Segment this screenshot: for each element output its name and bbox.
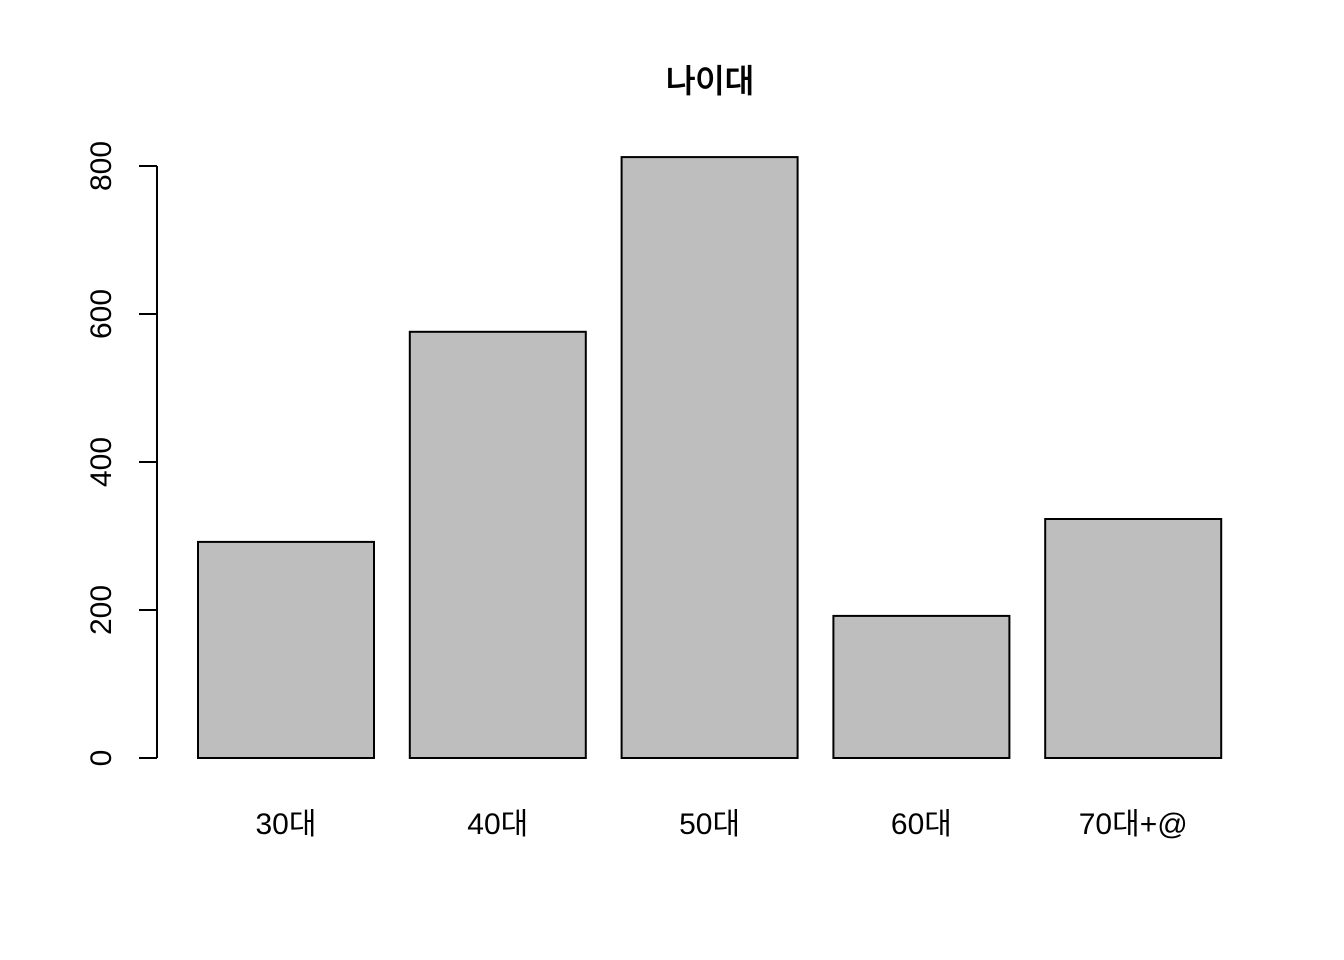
bar-1: [197, 540, 375, 760]
y-tick-label-2: 200: [85, 585, 118, 635]
y-tick-label-3: 400: [85, 437, 118, 487]
y-axis: 0 200 400 600 800: [85, 141, 158, 767]
bar-2: [408, 330, 587, 759]
bar-3: [620, 156, 799, 760]
x-tick-label-5: 70대+@: [1079, 808, 1188, 841]
bar-4: [832, 614, 1011, 760]
x-tick-label-1: 30대: [256, 808, 317, 841]
x-tick-label-4: 60대: [891, 808, 952, 841]
chart-title: 나이대: [666, 62, 754, 100]
y-tick-label-1: 0: [85, 750, 118, 767]
x-axis-labels: 30대 40대 50대 60대 70대+@: [256, 808, 1188, 841]
x-tick-label-3: 50대: [679, 808, 740, 841]
x-tick-label-2: 40대: [467, 808, 528, 841]
y-tick-label-4: 600: [85, 289, 118, 339]
bar-5: [1044, 518, 1223, 759]
bars-group: [197, 156, 1223, 760]
y-tick-label-5: 800: [85, 141, 118, 191]
